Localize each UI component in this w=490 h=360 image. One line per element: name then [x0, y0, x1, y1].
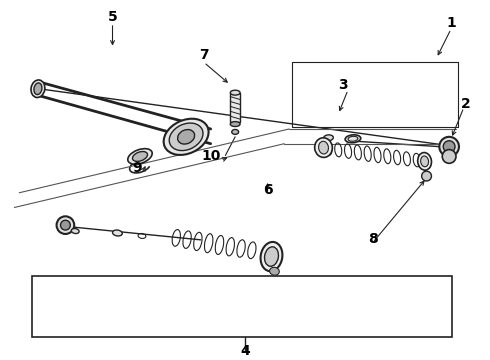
Circle shape [422, 171, 432, 181]
Ellipse shape [315, 138, 332, 157]
Ellipse shape [230, 90, 240, 95]
Circle shape [440, 137, 459, 157]
Circle shape [442, 149, 456, 163]
Ellipse shape [261, 242, 282, 271]
Ellipse shape [323, 135, 333, 141]
Circle shape [443, 141, 455, 153]
Text: 3: 3 [338, 78, 348, 92]
Circle shape [60, 220, 70, 230]
Bar [32, 276, 452, 337]
Text: 2: 2 [461, 98, 471, 112]
Text: 6: 6 [263, 183, 272, 197]
Ellipse shape [230, 122, 240, 126]
Ellipse shape [34, 83, 42, 95]
Ellipse shape [270, 267, 279, 275]
Text: 8: 8 [368, 232, 377, 246]
Bar [230, 93, 240, 122]
Ellipse shape [72, 229, 79, 234]
Ellipse shape [31, 80, 45, 98]
Text: 1: 1 [446, 16, 456, 30]
Text: 9: 9 [132, 161, 142, 175]
Ellipse shape [420, 156, 429, 167]
Ellipse shape [417, 153, 432, 170]
Ellipse shape [177, 130, 195, 144]
Ellipse shape [265, 247, 278, 266]
Text: 10: 10 [201, 149, 220, 163]
Ellipse shape [169, 123, 203, 150]
Text: 4: 4 [240, 344, 250, 358]
Ellipse shape [128, 149, 152, 164]
Text: 5: 5 [108, 10, 118, 24]
Ellipse shape [232, 130, 239, 134]
Ellipse shape [113, 230, 122, 236]
Ellipse shape [132, 152, 147, 161]
Ellipse shape [164, 119, 209, 155]
Ellipse shape [318, 141, 328, 154]
Circle shape [56, 216, 74, 234]
Ellipse shape [345, 135, 361, 143]
Text: 7: 7 [199, 48, 209, 62]
